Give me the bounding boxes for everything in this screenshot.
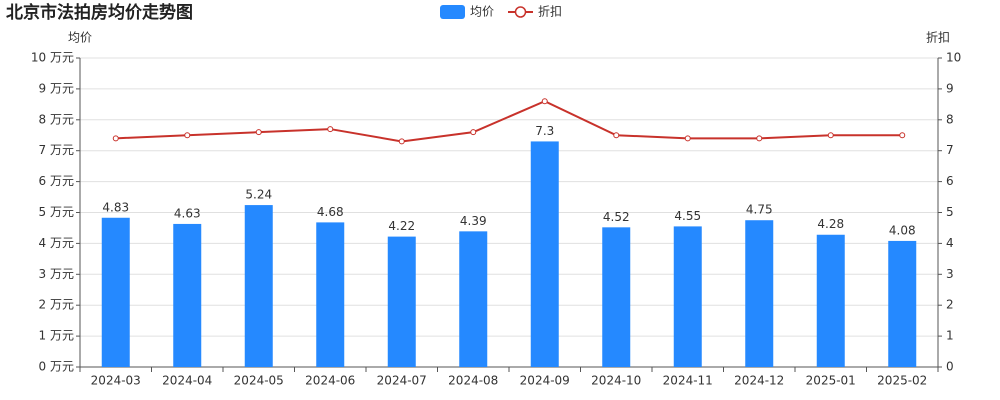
- legend-swatch: [440, 5, 465, 19]
- bar-value-label: 4.08: [889, 223, 916, 237]
- line-point: [827, 132, 834, 139]
- line: [115, 100, 903, 143]
- line-point: [470, 129, 477, 136]
- y2-tick-label: 3: [946, 267, 954, 281]
- line-point: [184, 132, 191, 139]
- x-tick-label: 2024-09: [520, 374, 570, 388]
- bar-value-label: 5.24: [245, 188, 272, 202]
- y2-tick-label: 9: [946, 81, 954, 95]
- bar: [387, 236, 416, 367]
- y2-axis-label: 折扣: [926, 30, 950, 45]
- y2-tick-label: 8: [946, 112, 954, 126]
- bar: [816, 234, 845, 367]
- x-tick-label: 2024-04: [162, 374, 212, 388]
- line-point: [112, 135, 119, 142]
- y-tick-label: 0 万元: [39, 360, 74, 374]
- bar-value-label: 4.39: [460, 214, 487, 228]
- x-tick-label: 2024-12: [734, 374, 784, 388]
- x-tick-label: 2025-02: [877, 374, 927, 388]
- y2-tick-label: 5: [946, 205, 954, 219]
- y-tick-label: 2 万元: [39, 298, 74, 312]
- bar: [673, 226, 702, 367]
- bar: [316, 222, 345, 367]
- line-point: [541, 98, 548, 105]
- bar: [244, 205, 273, 367]
- x-tick-label: 2024-11: [663, 374, 713, 388]
- y-axis-label: 均价: [68, 31, 92, 45]
- x-tick-label: 2024-06: [305, 374, 355, 388]
- line-point: [684, 135, 691, 142]
- legend-label[interactable]: 折扣: [538, 4, 562, 19]
- bar-value-label: 4.63: [174, 206, 201, 220]
- legend-label[interactable]: 均价: [470, 5, 494, 19]
- x-tick-label: 2025-01: [806, 374, 856, 388]
- bar-value-label: 4.28: [817, 217, 844, 231]
- legend-swatch: [514, 6, 527, 18]
- chart-title: 北京市法拍房均价走势图: [6, 2, 193, 23]
- x-tick-label: 2024-08: [448, 374, 498, 388]
- y2-tick-label: 7: [946, 143, 954, 157]
- line-point: [899, 132, 906, 139]
- y-tick-label: 4 万元: [39, 236, 74, 250]
- bar: [888, 240, 917, 367]
- y2-tick-label: 10: [946, 51, 961, 65]
- y2-tick-label: 6: [946, 174, 954, 188]
- x-tick-label: 2024-07: [377, 374, 427, 388]
- y2-tick-label: 4: [946, 236, 954, 250]
- x-tick-label: 2024-10: [591, 374, 641, 388]
- y2-tick-label: 0: [946, 360, 954, 374]
- bar-value-label: 4.55: [674, 209, 701, 223]
- bar: [459, 231, 488, 367]
- y-tick-label: 1 万元: [39, 329, 74, 343]
- bar: [745, 220, 774, 367]
- y-tick-label: 9 万元: [39, 81, 74, 95]
- bar: [602, 227, 631, 367]
- y-tick-label: 10 万元: [31, 51, 74, 65]
- bar-value-label: 4.83: [102, 200, 129, 214]
- bar-value-label: 4.52: [603, 210, 630, 224]
- line-point: [255, 129, 262, 136]
- y-tick-label: 6 万元: [39, 174, 74, 188]
- bar-value-label: 7.3: [535, 124, 554, 138]
- x-tick-label: 2024-03: [91, 374, 141, 388]
- bar: [173, 223, 202, 367]
- y-tick-label: 5 万元: [39, 205, 74, 219]
- x-tick-label: 2024-05: [234, 374, 284, 388]
- y-tick-label: 8 万元: [39, 112, 74, 126]
- bar-value-label: 4.22: [388, 219, 415, 233]
- bar-value-label: 4.68: [317, 205, 344, 219]
- line-point: [613, 132, 620, 139]
- y2-tick-label: 1: [946, 329, 954, 343]
- y-tick-label: 7 万元: [39, 143, 74, 157]
- line-point: [756, 135, 763, 142]
- y-tick-label: 3 万元: [39, 267, 74, 281]
- bar: [530, 141, 559, 367]
- y2-tick-label: 2: [946, 298, 954, 312]
- bar-value-label: 4.75: [746, 203, 773, 217]
- bar: [101, 217, 130, 367]
- line-point: [327, 126, 334, 133]
- line-point: [398, 138, 405, 145]
